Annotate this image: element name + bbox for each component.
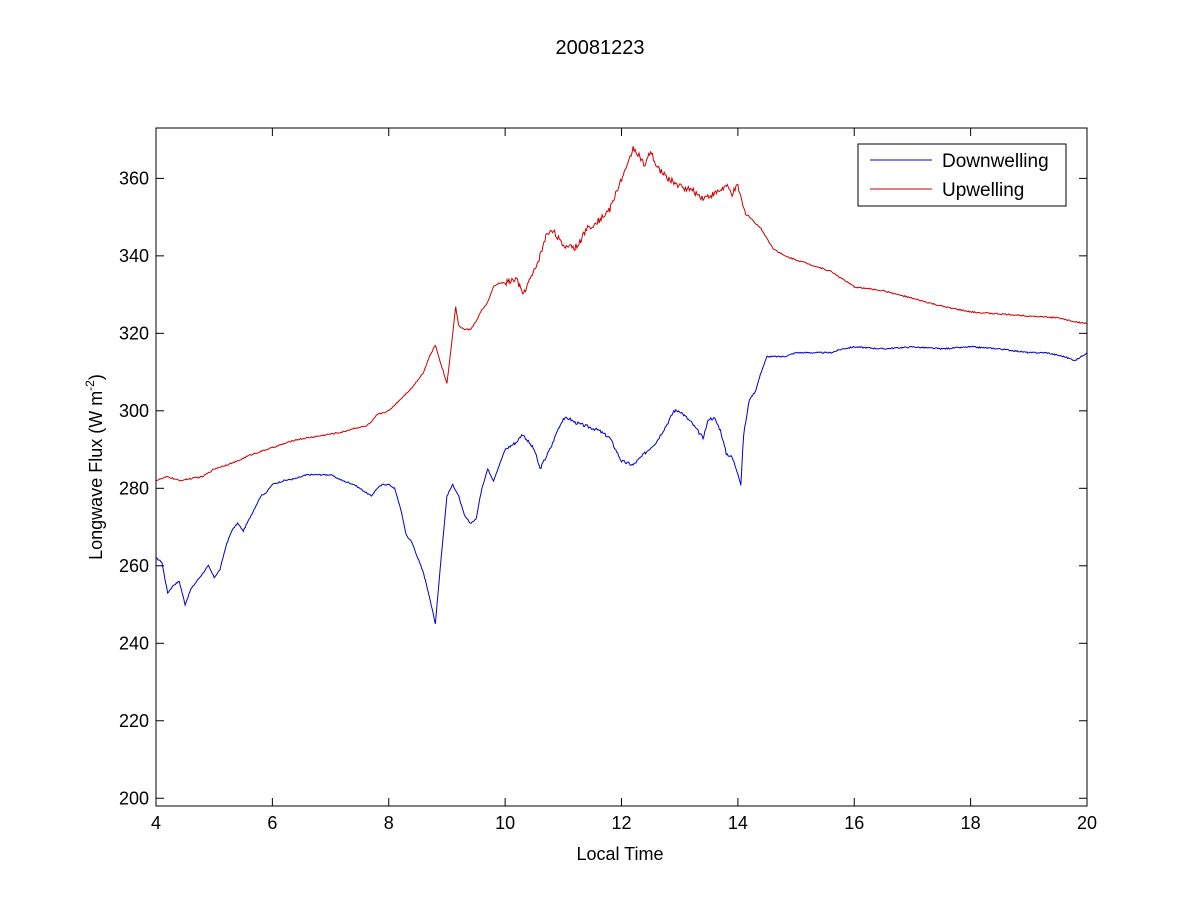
y-tick-label: 260 [119, 556, 149, 576]
y-tick-label: 300 [119, 401, 149, 421]
y-tick-label: 220 [119, 711, 149, 731]
x-tick-label: 14 [728, 813, 748, 833]
x-tick-label: 6 [267, 813, 277, 833]
y-tick-label: 320 [119, 323, 149, 343]
plot-area-frame [155, 127, 1088, 807]
x-tick-label: 12 [611, 813, 631, 833]
chart-title: 20081223 [556, 37, 645, 59]
legend: Downwelling Upwelling [857, 143, 1067, 207]
x-tick-label: 16 [844, 813, 864, 833]
y-axis-label-main: Longwave Flux (W m [86, 391, 106, 560]
y-axis-label: Longwave Flux (W m-2) [83, 374, 106, 560]
legend-box [857, 143, 1067, 207]
axis-ticks: 4 6 8 10 12 14 16 18 20 200 220 240 260 280 300 320 340 3… [119, 128, 1097, 833]
legend-label-downwelling: Downwelling [942, 151, 1049, 172]
y-axis-label-superscript: -2 [83, 380, 97, 391]
series-line-upwelling [155, 146, 1088, 482]
y-tick-label: 360 [119, 168, 149, 188]
y-tick-label: 200 [119, 788, 149, 808]
series-line-downwelling [155, 345, 1088, 625]
y-tick-label: 340 [119, 246, 149, 266]
y-axis-label-close: ) [86, 374, 106, 380]
x-tick-label: 8 [384, 813, 394, 833]
x-axis-label: Local Time [576, 844, 663, 864]
legend-label-upwelling: Upwelling [942, 180, 1024, 201]
x-tick-label: 20 [1077, 813, 1097, 833]
x-tick-label: 4 [151, 813, 161, 833]
x-tick-label: 18 [961, 813, 981, 833]
y-tick-label: 280 [119, 478, 149, 498]
series-layer [155, 146, 1088, 625]
x-tick-label: 10 [495, 813, 515, 833]
y-tick-label: 240 [119, 633, 149, 653]
